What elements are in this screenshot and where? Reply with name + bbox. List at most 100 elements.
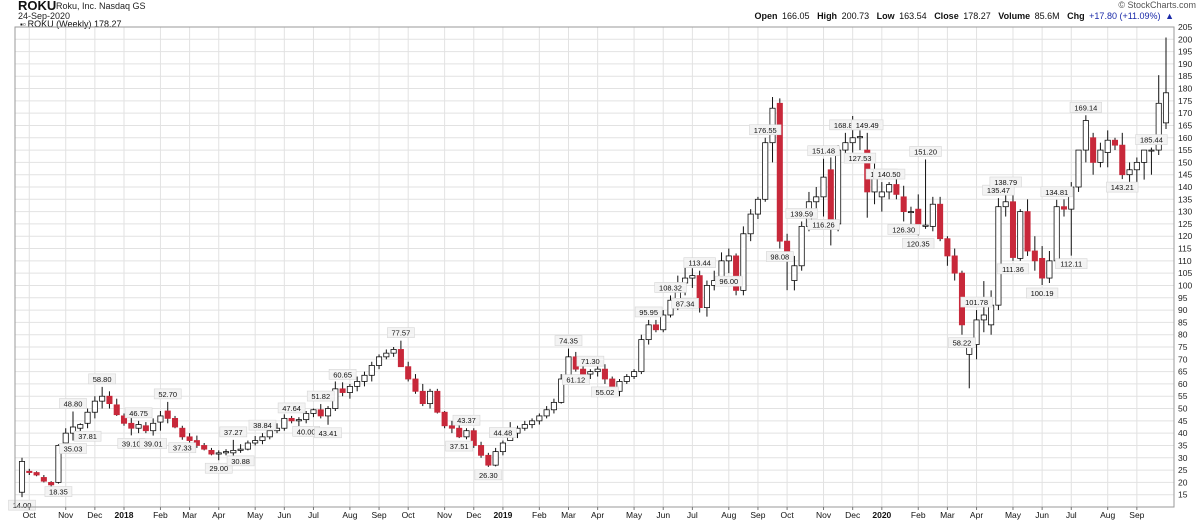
candle-body (485, 454, 492, 466)
y-tick-label: 25 (1178, 465, 1188, 475)
value-label-box (204, 462, 233, 474)
candle-body (536, 415, 543, 422)
candle-body (448, 425, 455, 429)
candle-body (339, 388, 346, 393)
value-label-box (226, 455, 255, 467)
x-tick-label: Mar (182, 510, 197, 520)
value-label-box (8, 499, 36, 511)
candle-body (186, 436, 193, 441)
y-tick-label: 95 (1178, 293, 1188, 303)
x-tick-label: Feb (153, 510, 168, 520)
candle-body (62, 432, 69, 444)
candle-body (835, 149, 842, 225)
y-tick-label: 170 (1178, 108, 1192, 118)
candle-body (1111, 139, 1119, 146)
chg-label: Chg (1067, 11, 1085, 21)
value-label: 77.57 (392, 329, 411, 338)
x-tick-label: Jul (687, 510, 698, 520)
y-tick-label: 60 (1178, 379, 1188, 389)
candle-body (1002, 201, 1009, 208)
value-label: 143.21 (1111, 183, 1134, 192)
y-tick-label: 85 (1178, 317, 1188, 327)
copyright-link[interactable]: © StockCharts.com (1118, 0, 1196, 10)
value-label-box (489, 427, 517, 438)
candlestick-icon: ▪▫ (20, 20, 26, 29)
value-label: 39.01 (144, 440, 163, 449)
candle-body (1090, 137, 1097, 163)
y-tick-label: 90 (1178, 305, 1188, 315)
value-label: 176.55 (754, 126, 777, 135)
candle-body (244, 442, 251, 450)
candle-body (776, 102, 783, 242)
candle-body (1155, 102, 1162, 151)
value-label: 37.81 (78, 432, 97, 441)
value-label: 55.02 (596, 388, 615, 397)
candle-body (1017, 211, 1024, 259)
candle-body (478, 445, 485, 456)
candle-body (725, 255, 732, 262)
candle-body (434, 390, 441, 413)
x-tick-label: May (626, 510, 643, 520)
y-tick-label: 140 (1178, 182, 1192, 192)
ticker-symbol: ROKU (18, 0, 57, 13)
y-tick-label: 75 (1178, 342, 1188, 352)
open-label: Open (754, 11, 778, 21)
candle-body (441, 411, 448, 427)
value-label-box (1135, 134, 1168, 145)
candle-body (1104, 139, 1111, 153)
candle-body (762, 142, 769, 200)
candle-body (733, 255, 740, 291)
x-tick-label: Apr (212, 510, 225, 520)
value-label-box (1040, 186, 1073, 198)
volume-label: Volume (998, 11, 1031, 21)
x-tick-label: Oct (402, 510, 416, 520)
value-label-box (591, 386, 619, 398)
candle-body (157, 415, 164, 423)
value-label-box (902, 238, 935, 249)
value-label: 58.80 (93, 375, 112, 384)
x-tick-label: Oct (780, 510, 794, 520)
y-tick-label: 165 (1178, 120, 1192, 130)
value-label-box (277, 402, 306, 414)
candle-body (1141, 149, 1148, 163)
value-label: 98.08 (770, 253, 789, 262)
value-label-box (554, 335, 583, 346)
candle-body (638, 339, 645, 373)
value-label-box (59, 443, 87, 454)
value-label-box (807, 145, 840, 157)
close-value: 178.27 (963, 11, 991, 21)
candle-body (1053, 206, 1060, 262)
candle-body (354, 381, 361, 387)
value-label-box (766, 251, 794, 262)
candle-body (856, 136, 863, 139)
value-label: 38.84 (253, 421, 272, 430)
candle-body (128, 422, 135, 429)
candle-body (951, 255, 958, 274)
x-tick-label: Dec (466, 510, 482, 520)
value-label: 101.78 (965, 298, 988, 307)
candle-body (1119, 144, 1126, 176)
y-tick-label: 185 (1178, 71, 1192, 81)
candle-body (1009, 201, 1017, 258)
candle-body (645, 324, 652, 341)
candle-body (1148, 149, 1155, 152)
candle-body (1082, 120, 1089, 151)
candle-body (201, 445, 208, 450)
value-label: 39.10 (122, 439, 141, 448)
candle-body (48, 481, 55, 486)
candle-body (397, 349, 404, 368)
y-tick-label: 110 (1178, 256, 1192, 266)
x-tick-label: Feb (532, 510, 547, 520)
high-label: High (817, 11, 838, 21)
candle-body (113, 404, 120, 416)
x-tick-label: Jun (1035, 510, 1049, 520)
candle-body (281, 417, 288, 429)
candle-body (252, 440, 259, 444)
value-label: 47.64 (282, 404, 301, 413)
value-label: 43.41 (319, 429, 338, 438)
x-tick-label: Jul (1066, 510, 1077, 520)
candle-body (842, 142, 849, 151)
candle-body (798, 225, 805, 267)
candle-body (1060, 206, 1068, 210)
candle-body (456, 427, 463, 438)
